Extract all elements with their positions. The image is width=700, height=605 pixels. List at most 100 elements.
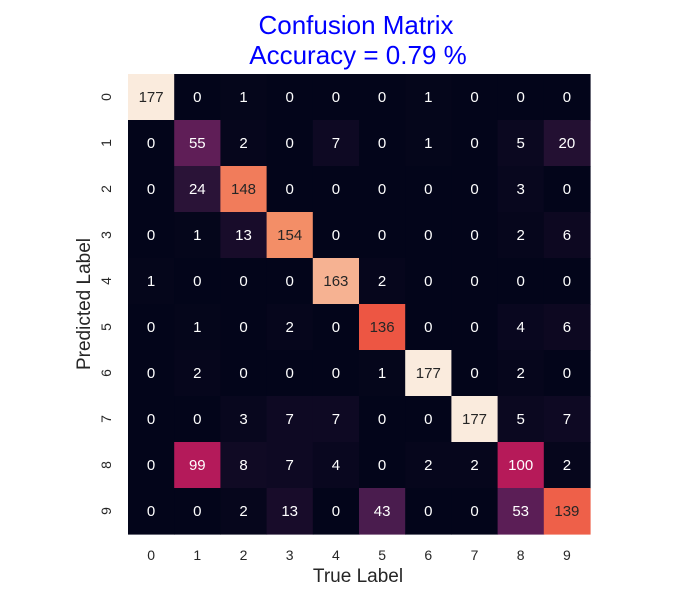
heatmap-cell-r3-c8	[497, 212, 545, 259]
heatmap-cell-r4-c0	[128, 258, 175, 305]
cell-value-r3-c1: 1	[193, 227, 201, 244]
heatmap-cell-r7-c9	[543, 396, 591, 443]
heatmap-cell-r6-c6	[405, 350, 452, 397]
heatmap-cell-r2-c3	[266, 166, 314, 213]
heatmap-cell-r3-c6	[405, 212, 452, 259]
heatmap-cell-r3-c7	[451, 212, 499, 259]
heatmap-cell-r3-c4	[312, 212, 360, 259]
cell-value-r1-c1: 55	[189, 135, 206, 152]
x-tick-label-1: 1	[193, 547, 201, 563]
heatmap-cell-r7-c7	[451, 396, 499, 443]
y-tick-label-8: 8	[98, 461, 114, 469]
cell-value-r1-c8: 5	[517, 135, 525, 152]
cell-value-r0-c1: 0	[193, 89, 201, 106]
heatmap-cell-r2-c5	[359, 166, 406, 213]
cell-value-r3-c4: 0	[332, 227, 340, 244]
heatmap-cell-r8-c6	[405, 442, 452, 489]
heatmap-cell-r0-c1	[174, 74, 221, 121]
cell-value-r5-c5: 136	[370, 319, 395, 336]
cell-value-r6-c3: 0	[286, 365, 294, 382]
heatmap-cell-r3-c2	[220, 212, 268, 259]
cell-value-r7-c7: 177	[462, 411, 487, 428]
cell-value-r8-c2: 8	[239, 457, 247, 474]
cell-value-r3-c8: 2	[517, 227, 525, 244]
heatmap-cell-r4-c1	[174, 258, 221, 305]
cell-value-r6-c0: 0	[147, 365, 155, 382]
heatmap-cell-r1-c1	[174, 120, 221, 167]
cell-value-r7-c8: 5	[517, 411, 525, 428]
cell-value-r7-c0: 0	[147, 411, 155, 428]
cell-value-r6-c5: 1	[378, 365, 386, 382]
heatmap-cell-r0-c0	[128, 74, 175, 121]
cell-value-r3-c3: 154	[277, 227, 302, 244]
cell-value-r8-c6: 2	[424, 457, 432, 474]
cell-value-r3-c7: 0	[470, 227, 478, 244]
heatmap-cell-r1-c9	[543, 120, 591, 167]
heatmap-cell-r0-c2	[220, 74, 268, 121]
heatmap-cell-r6-c9	[543, 350, 591, 397]
heatmap-cell-r2-c9	[543, 166, 591, 213]
heatmap-cell-r3-c1	[174, 212, 221, 259]
heatmap-cell-r7-c3	[266, 396, 314, 443]
heatmap-cell-r0-c5	[359, 74, 406, 121]
cell-value-r1-c9: 20	[559, 135, 576, 152]
heatmap-cell-r5-c9	[543, 304, 591, 351]
x-tick-label-3: 3	[286, 547, 294, 563]
x-tick-label-9: 9	[563, 547, 571, 563]
y-tick-label-3: 3	[98, 231, 114, 239]
heatmap-cell-r7-c2	[220, 396, 268, 443]
heatmap-cell-r4-c7	[451, 258, 499, 305]
y-tick-label-5: 5	[98, 323, 114, 331]
cell-value-r0-c7: 0	[470, 89, 478, 106]
cell-value-r0-c8: 0	[517, 89, 525, 106]
y-tick-label-1: 1	[98, 139, 114, 147]
cell-value-r4-c0: 1	[147, 273, 155, 290]
heatmap-cell-r3-c0	[128, 212, 175, 259]
cell-value-r5-c6: 0	[424, 319, 432, 336]
cell-value-r3-c6: 0	[424, 227, 432, 244]
heatmap-cell-r9-c7	[451, 488, 499, 535]
cell-value-r2-c5: 0	[378, 181, 386, 198]
cell-value-r4-c8: 0	[517, 273, 525, 290]
cell-value-r2-c4: 0	[332, 181, 340, 198]
y-tick-label-0: 0	[98, 93, 114, 101]
cell-value-r5-c0: 0	[147, 319, 155, 336]
cell-value-r5-c3: 2	[286, 319, 294, 336]
heatmap-cell-r0-c3	[266, 74, 314, 121]
heatmap-cell-r6-c8	[497, 350, 545, 397]
heatmap-cell-r7-c6	[405, 396, 452, 443]
heatmap-cell-r1-c8	[497, 120, 545, 167]
heatmap-cell-r7-c0	[128, 396, 175, 443]
heatmap-cell-r1-c2	[220, 120, 268, 167]
heatmap-cell-r8-c3	[266, 442, 314, 489]
heatmap-cell-r1-c0	[128, 120, 175, 167]
cell-value-r1-c6: 1	[424, 135, 432, 152]
cell-value-r9-c9: 139	[554, 503, 579, 520]
x-tick-label-6: 6	[424, 547, 432, 563]
heatmap-cell-labels: 177 0 1 0 0 0 1 0 0 00 55 2 0 7 0 1 0 5 200 24 148 0 0 0 0 0 3 00 1 1…	[139, 89, 580, 520]
cell-value-r2-c3: 0	[286, 181, 294, 198]
cell-value-r7-c5: 0	[378, 411, 386, 428]
y-tick-label-9: 9	[98, 507, 114, 515]
heatmap-cell-r5-c6	[405, 304, 452, 351]
heatmap-cell-r9-c0	[128, 488, 175, 535]
heatmap-cell-r4-c4	[312, 258, 360, 305]
heatmap-cell-r8-c0	[128, 442, 175, 489]
cell-value-r0-c2: 1	[239, 89, 247, 106]
heatmap-cell-r2-c0	[128, 166, 175, 213]
y-tick-label-6: 6	[98, 369, 114, 377]
heatmap-cell-r9-c4	[312, 488, 360, 535]
x-tick-label-4: 4	[332, 547, 340, 563]
heatmap-cell-r9-c5	[359, 488, 406, 535]
heatmap-cell-r2-c2	[220, 166, 268, 213]
heatmap-cell-r2-c4	[312, 166, 360, 213]
cell-value-r8-c4: 4	[332, 457, 340, 474]
cell-value-r8-c3: 7	[286, 457, 294, 474]
cell-value-r6-c1: 2	[193, 365, 201, 382]
cell-value-r0-c5: 0	[378, 89, 386, 106]
cell-value-r8-c1: 99	[189, 457, 206, 474]
cell-value-r0-c0: 177	[139, 89, 164, 106]
cell-value-r4-c2: 0	[239, 273, 247, 290]
cell-value-r9-c3: 13	[281, 503, 298, 520]
cell-value-r0-c9: 0	[563, 89, 571, 106]
